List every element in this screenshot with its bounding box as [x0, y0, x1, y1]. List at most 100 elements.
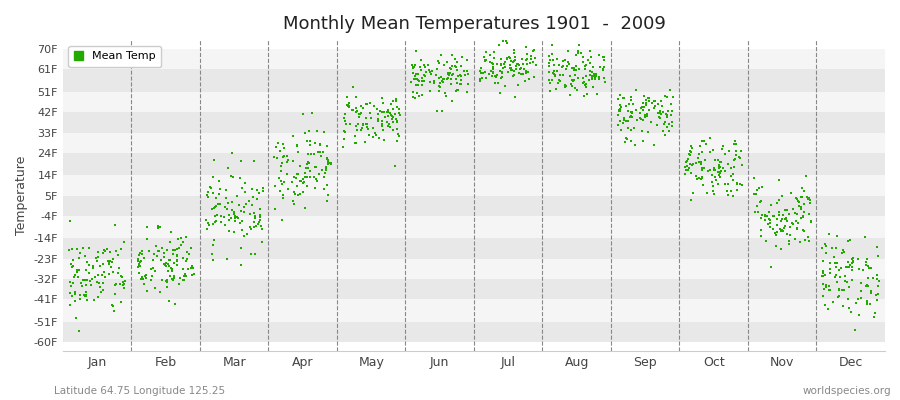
- Point: [238, 180, 252, 186]
- Point: [564, 77, 579, 84]
- Point: [354, 103, 368, 110]
- Bar: [63, 70, 885, 92]
- Point: [99, 245, 113, 252]
- Point: [280, 159, 294, 166]
- Point: [616, 120, 630, 127]
- Point: [87, 274, 102, 280]
- Point: [382, 122, 396, 129]
- Point: [721, 160, 735, 167]
- Point: [431, 58, 446, 64]
- Point: [450, 87, 464, 93]
- Point: [839, 264, 853, 270]
- Point: [754, 215, 769, 221]
- Point: [72, 255, 86, 261]
- Point: [79, 293, 94, 300]
- Point: [291, 192, 305, 198]
- Point: [782, 211, 796, 218]
- Point: [210, 212, 224, 218]
- Point: [65, 293, 79, 299]
- Point: [625, 97, 639, 104]
- Point: [346, 106, 360, 113]
- Point: [707, 156, 722, 163]
- Point: [320, 161, 335, 167]
- Point: [275, 154, 290, 160]
- Point: [815, 293, 830, 299]
- Point: [497, 61, 511, 68]
- Point: [691, 151, 706, 157]
- Point: [843, 308, 858, 315]
- Point: [788, 236, 802, 242]
- Point: [149, 242, 164, 249]
- Point: [689, 172, 704, 179]
- Point: [659, 111, 673, 117]
- Point: [183, 251, 197, 258]
- Point: [707, 173, 722, 180]
- Point: [544, 42, 559, 48]
- Point: [788, 218, 803, 224]
- Point: [170, 246, 184, 252]
- Point: [547, 68, 562, 74]
- Point: [703, 167, 717, 174]
- Point: [696, 149, 710, 156]
- Point: [392, 133, 407, 139]
- Point: [692, 142, 706, 149]
- Point: [543, 88, 557, 94]
- Point: [415, 78, 429, 84]
- Point: [660, 124, 674, 130]
- Point: [642, 94, 656, 101]
- Point: [374, 108, 388, 114]
- Point: [66, 256, 80, 263]
- Point: [616, 95, 631, 102]
- Point: [410, 76, 424, 82]
- Point: [67, 274, 81, 280]
- Point: [834, 265, 849, 271]
- Point: [209, 195, 223, 201]
- Point: [252, 219, 266, 225]
- Point: [248, 250, 263, 257]
- Point: [612, 106, 626, 113]
- Point: [68, 272, 82, 278]
- Point: [488, 80, 502, 86]
- Point: [611, 112, 625, 118]
- Point: [543, 80, 557, 86]
- Point: [208, 204, 222, 210]
- Point: [70, 267, 85, 274]
- Point: [496, 38, 510, 44]
- Point: [222, 228, 237, 234]
- Point: [513, 66, 527, 72]
- Point: [860, 298, 874, 304]
- Point: [703, 149, 717, 155]
- Point: [572, 41, 587, 48]
- Point: [212, 178, 226, 184]
- Point: [390, 96, 404, 102]
- Point: [229, 213, 243, 220]
- Point: [337, 143, 351, 150]
- Point: [237, 232, 251, 239]
- Point: [319, 164, 333, 170]
- Bar: [63, 132, 885, 153]
- Point: [115, 273, 130, 280]
- Point: [273, 188, 287, 194]
- Point: [274, 168, 289, 174]
- Point: [552, 62, 566, 68]
- Point: [342, 104, 356, 110]
- Point: [212, 185, 227, 192]
- Point: [780, 207, 795, 213]
- Point: [579, 62, 593, 68]
- Point: [424, 70, 438, 77]
- Point: [576, 54, 590, 60]
- Point: [317, 186, 331, 192]
- Point: [750, 186, 764, 193]
- Point: [320, 198, 335, 204]
- Point: [202, 184, 217, 190]
- Point: [225, 199, 239, 205]
- Point: [585, 73, 599, 79]
- Point: [376, 127, 391, 134]
- Point: [872, 277, 886, 284]
- Point: [349, 108, 364, 115]
- Point: [179, 258, 194, 265]
- Point: [436, 76, 451, 82]
- Point: [754, 233, 769, 239]
- Point: [524, 53, 538, 59]
- Point: [390, 119, 404, 125]
